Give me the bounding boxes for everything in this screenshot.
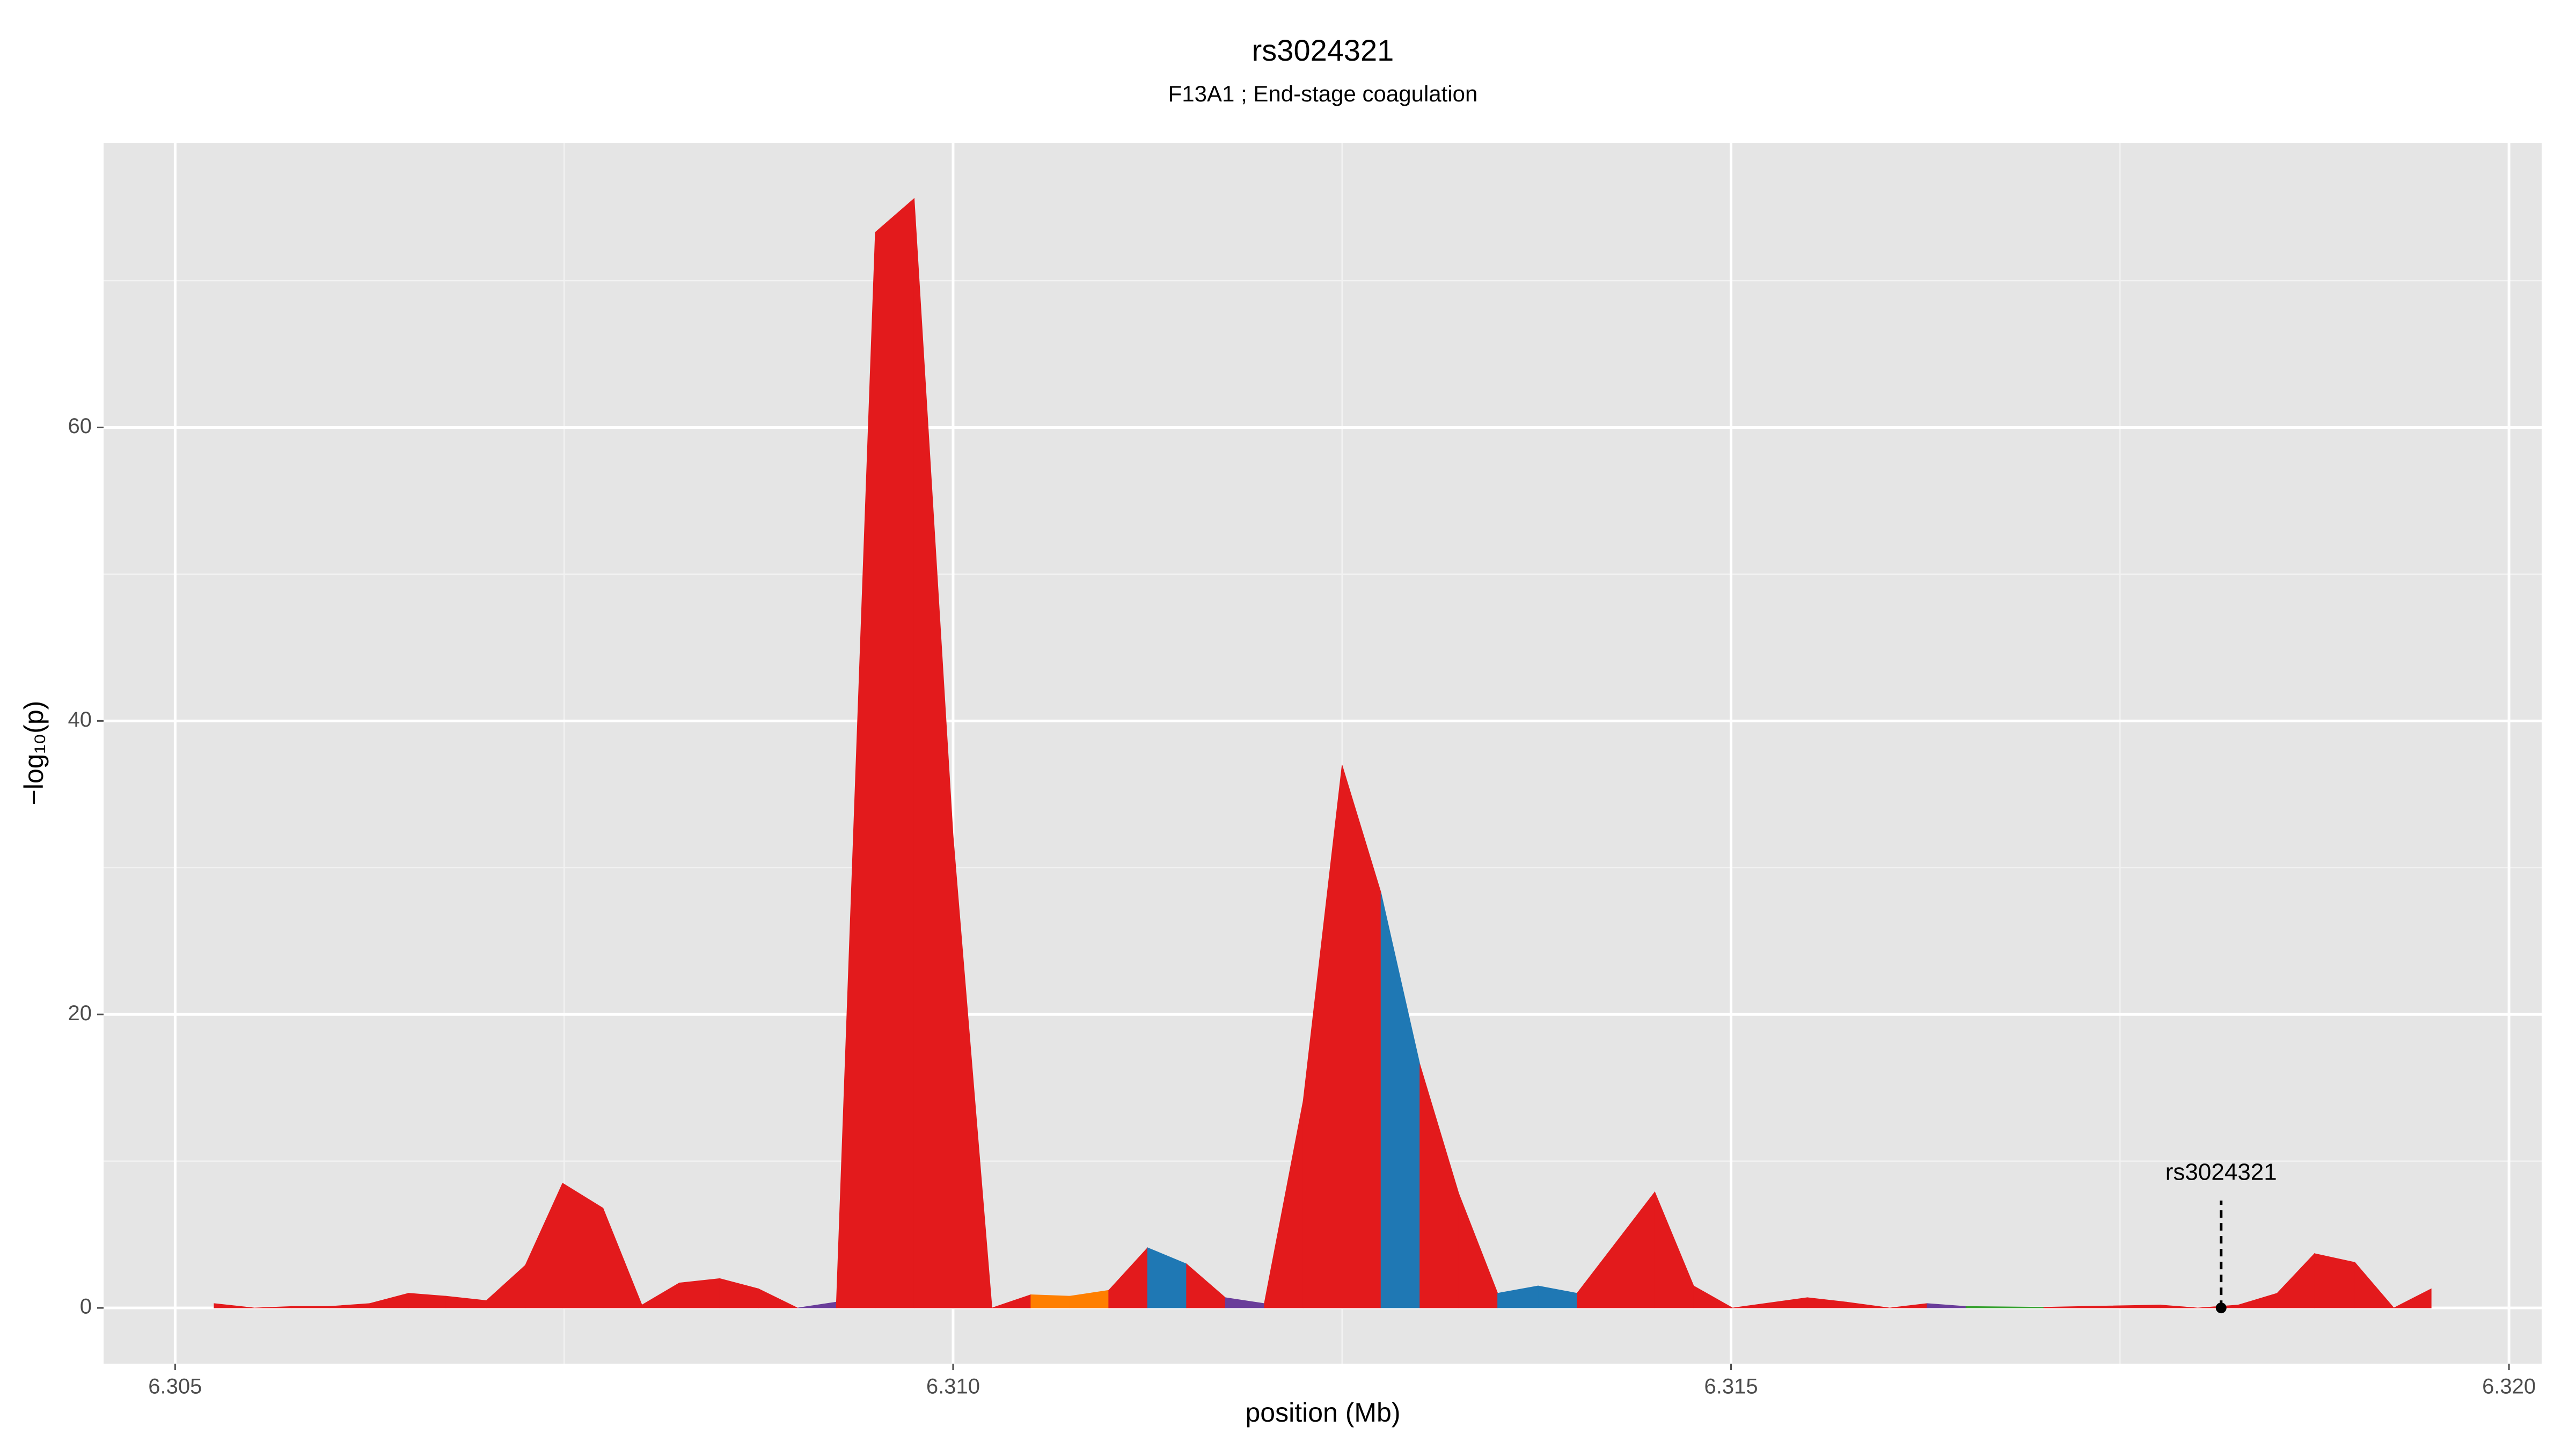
annotation-point <box>2215 1302 2227 1314</box>
x-tick-label: 6.315 <box>1704 1375 1758 1399</box>
area-segment <box>2160 1305 2198 1308</box>
x-tick-label: 6.310 <box>926 1375 980 1399</box>
area-segment <box>2394 1288 2432 1308</box>
y-axis-title: −log₁₀(p) <box>19 701 49 806</box>
x-axis-title: position (Mb) <box>1246 1397 1401 1428</box>
chart-subtitle: F13A1 ; End-stage coagulation <box>1168 81 1478 106</box>
area-segment <box>1030 1294 1070 1308</box>
y-tick-label: 40 <box>68 708 92 731</box>
x-tick-label: 6.305 <box>148 1375 202 1399</box>
area-segment <box>1846 1301 1890 1308</box>
area-segment <box>2314 1253 2355 1308</box>
area-segment <box>875 197 914 1308</box>
area-segment <box>291 1306 330 1308</box>
area-segment <box>1693 1285 1734 1308</box>
chart-title: rs3024321 <box>1252 33 1394 67</box>
area-segment <box>2354 1261 2395 1308</box>
y-tick-label: 60 <box>68 414 92 438</box>
annotation-label: rs3024321 <box>2165 1159 2277 1185</box>
area-segment <box>679 1278 720 1308</box>
y-tick-label: 0 <box>80 1295 92 1319</box>
y-tick-label: 20 <box>68 1001 92 1025</box>
area-segment <box>953 835 992 1308</box>
area-segment <box>214 1303 255 1308</box>
area-segment <box>758 1288 798 1308</box>
x-tick-label: 6.320 <box>2482 1375 2536 1399</box>
